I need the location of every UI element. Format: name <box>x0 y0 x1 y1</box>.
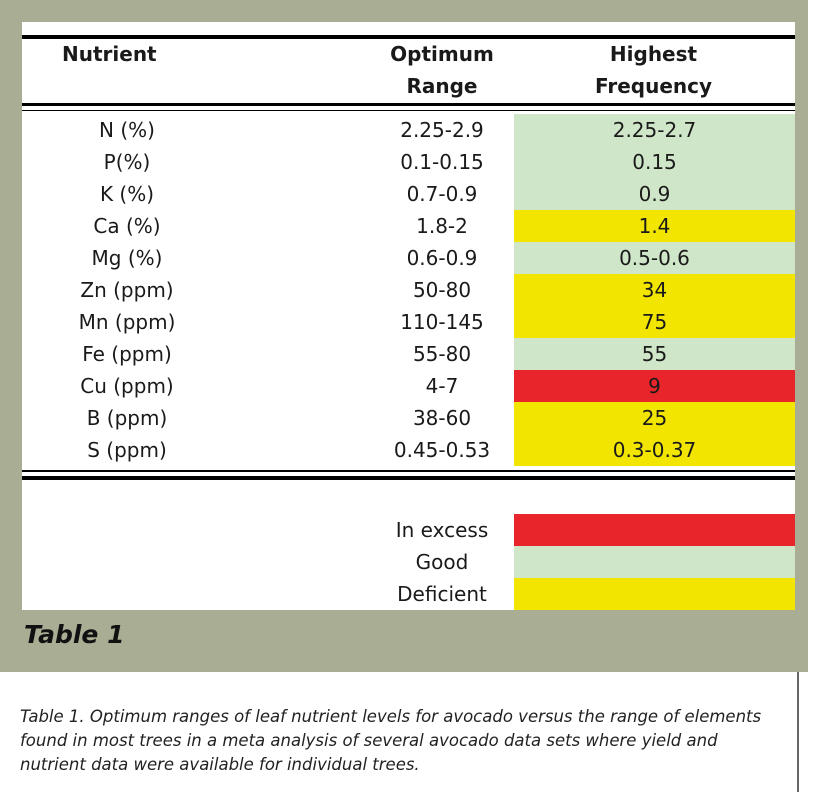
highest-frequency-cell: 0.9 <box>514 178 795 210</box>
nutrient-cell: S (ppm) <box>87 438 167 462</box>
page-edge-line <box>797 672 799 792</box>
optimum-range-cell: 0.1-0.15 <box>400 150 484 174</box>
top-rule <box>22 35 795 39</box>
table-row: N (%) 2.25-2.9 2.25-2.7 <box>22 114 795 146</box>
highest-frequency-cell: 0.5-0.6 <box>514 242 795 274</box>
bottom-rule-thick <box>22 476 795 480</box>
legend-label: Deficient <box>397 582 487 606</box>
optimum-range-cell: 0.7-0.9 <box>406 182 478 206</box>
optimum-range-cell: 2.25-2.9 <box>400 118 484 142</box>
optimum-range-cell: 50-80 <box>412 278 472 302</box>
header-optimum-line1: Optimum <box>390 42 494 66</box>
header-optimum-line2: Range <box>406 74 478 98</box>
legend-label: Good <box>415 550 469 574</box>
bottom-rule-thin <box>22 470 795 472</box>
table-row: P(%) 0.1-0.15 0.15 <box>22 146 795 178</box>
header-nutrient: Nutrient <box>62 42 157 66</box>
table-row: Mg (%) 0.6-0.9 0.5-0.6 <box>22 242 795 274</box>
optimum-range-cell: 0.6-0.9 <box>406 246 478 270</box>
header-rule-thin <box>22 110 795 111</box>
table-row: Ca (%) 1.8-2 1.4 <box>22 210 795 242</box>
legend-swatch <box>514 546 795 578</box>
header-rule-thick <box>22 103 795 106</box>
highest-frequency-cell: 1.4 <box>514 210 795 242</box>
table-row: Fe (ppm) 55-80 55 <box>22 338 795 370</box>
highest-frequency-cell: 9 <box>514 370 795 402</box>
optimum-range-cell: 4-7 <box>425 374 459 398</box>
highest-frequency-cell: 0.3-0.37 <box>514 434 795 466</box>
legend-item: Good <box>22 546 795 578</box>
header-highest-line1: Highest <box>609 42 698 66</box>
table-row: Zn (ppm) 50-80 34 <box>22 274 795 306</box>
legend-label: In excess <box>395 518 489 542</box>
nutrient-cell: Ca (%) <box>93 214 161 238</box>
nutrient-cell: B (ppm) <box>86 406 168 430</box>
nutrient-cell: Zn (ppm) <box>80 278 174 302</box>
header-highest-line2: Frequency <box>594 74 713 98</box>
highest-frequency-cell: 75 <box>514 306 795 338</box>
nutrient-table: Nutrient Optimum Range Highest Frequency… <box>22 22 795 610</box>
optimum-range-cell: 55-80 <box>412 342 472 366</box>
table-row: K (%) 0.7-0.9 0.9 <box>22 178 795 210</box>
table-row: Cu (ppm) 4-7 9 <box>22 370 795 402</box>
figure-caption: Table 1. Optimum ranges of leaf nutrient… <box>20 707 762 774</box>
nutrient-cell: Cu (ppm) <box>80 374 174 398</box>
legend-item: In excess <box>22 514 795 546</box>
legend-swatch <box>514 514 795 546</box>
table-row: B (ppm) 38-60 25 <box>22 402 795 434</box>
optimum-range-cell: 1.8-2 <box>416 214 468 238</box>
table-title: Table 1 <box>24 620 125 649</box>
legend-swatch <box>514 578 795 610</box>
nutrient-cell: Mg (%) <box>91 246 163 270</box>
legend-item: Deficient <box>22 578 795 610</box>
nutrient-cell: K (%) <box>99 182 155 206</box>
highest-frequency-cell: 34 <box>514 274 795 306</box>
header-optimum-range: Optimum Range <box>362 38 522 102</box>
highest-frequency-cell: 25 <box>514 402 795 434</box>
optimum-range-cell: 110-145 <box>400 310 484 334</box>
table-row: S (ppm) 0.45-0.53 0.3-0.37 <box>22 434 795 466</box>
highest-frequency-cell: 2.25-2.7 <box>514 114 795 146</box>
highest-frequency-cell: 55 <box>514 338 795 370</box>
optimum-range-cell: 0.45-0.53 <box>393 438 491 462</box>
nutrient-cell: N (%) <box>99 118 155 142</box>
nutrient-cell: P(%) <box>103 150 151 174</box>
nutrient-cell: Mn (ppm) <box>78 310 176 334</box>
header-highest-frequency: Highest Frequency <box>512 38 795 102</box>
optimum-range-cell: 38-60 <box>412 406 472 430</box>
highest-frequency-cell: 0.15 <box>514 146 795 178</box>
nutrient-cell: Fe (ppm) <box>82 342 172 366</box>
table-row: Mn (ppm) 110-145 75 <box>22 306 795 338</box>
